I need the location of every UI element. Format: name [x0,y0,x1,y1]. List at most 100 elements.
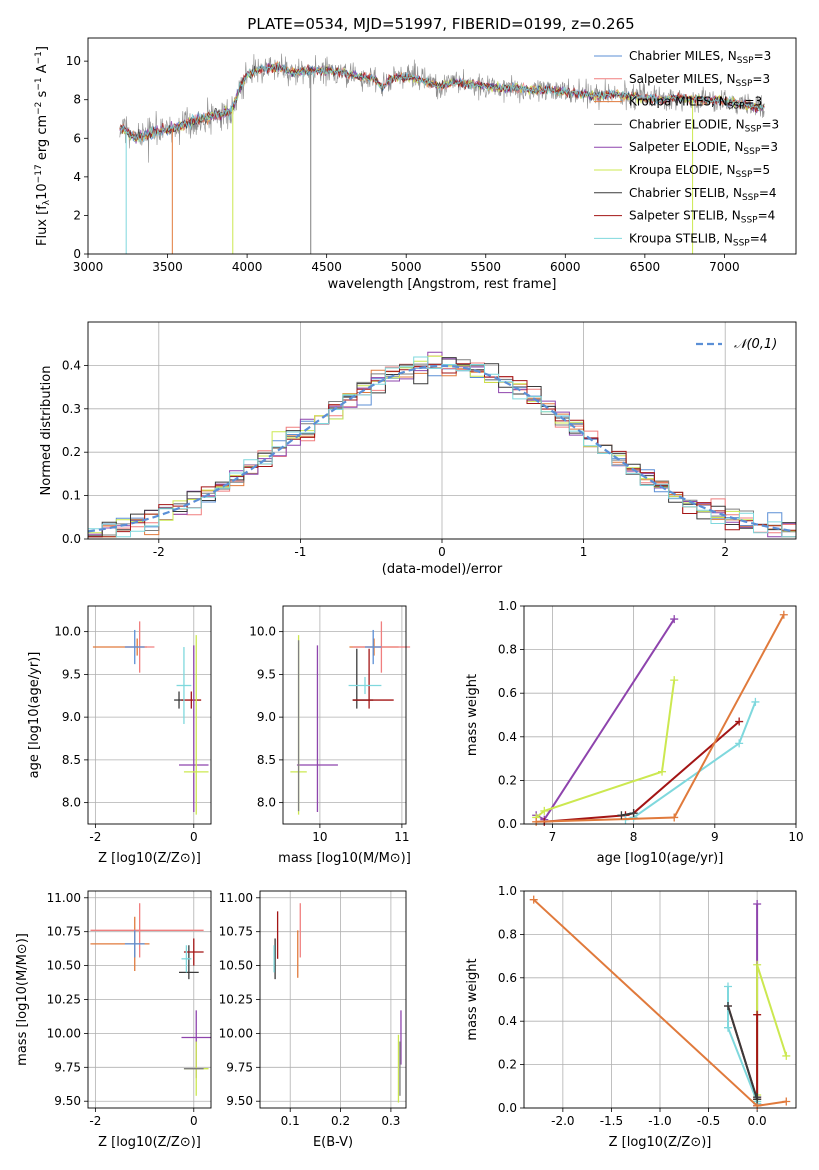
normal-curve [87,364,794,533]
y-tick-label: 6 [73,131,81,145]
weight-marker [782,1097,791,1106]
y-tick-label: 0.0 [62,532,81,546]
y-tick-label: 0.2 [498,1058,517,1072]
x-axis-label: Z [log10(Z/Z⊙)] [609,1135,712,1150]
y-tick-label: 10 [66,54,81,68]
y-tick-label: 10.0 [54,625,81,639]
x-tick-label: 9 [711,830,719,844]
x-axis-label: (data-model)/error [382,562,503,577]
weight-marker [724,1023,732,1032]
x-tick-label: 7 [549,830,557,844]
spectrum-line [119,53,765,163]
x-tick-label: 5500 [470,260,501,274]
y-tick-label: 0.8 [498,927,517,941]
y-tick-label: 0.0 [498,817,517,831]
legend-label: Kroupa MILES, NSSP=3 [629,95,762,112]
x-tick-label: -0.5 [697,1114,720,1128]
legend-label: Salpeter MILES, NSSP=3 [629,72,770,89]
weight-marker [540,806,549,815]
legend-label: 𝒩(0,1) [734,337,777,352]
y-tick-label: 9.0 [257,710,276,724]
x-tick-label: -1 [294,545,306,559]
y-tick-label: 10.75 [219,925,253,939]
y-tick-label: 8.5 [62,753,81,767]
x-tick-label: 2 [721,545,729,559]
y-tick-label: 0.2 [498,773,517,787]
y-tick-label: 0.4 [498,1014,517,1028]
x-tick-label: 10 [312,830,327,844]
x-tick-label: 0 [438,545,446,559]
y-tick-label: 0.6 [498,686,517,700]
y-axis-label: age [log10(age/yr)] [27,652,42,779]
x-tick-label: -2 [89,830,101,844]
x-axis-label: age [log10(age/yr)] [597,851,724,866]
weight-marker [658,767,667,776]
weight-marker [753,1010,762,1019]
y-axis-label: Normed distribution [39,366,54,496]
x-tick-label: -1.5 [600,1114,623,1128]
y-tick-label: 0.4 [62,358,81,372]
y-tick-label: 10.50 [47,959,81,973]
y-tick-label: 0.8 [498,643,517,657]
y-tick-label: 9.75 [226,1060,253,1074]
weight-vs-age-panel: 7 8 9 10 0.0 0.2 0.4 0.6 0.8 1.0 age [log10(age/yr… [465,599,804,866]
weight-marker [670,676,679,685]
mass-vs-ebv-panel: 0.1 0.2 0.3 9.50 9.75 10.00 10.25 10.50 10.75 11.… [219,890,407,1150]
axes-frame [523,605,797,825]
y-tick-label: 10.50 [219,959,253,973]
weight-marker [670,813,679,822]
weight-marker [782,1051,791,1060]
x-axis-label: Z [log10(Z/Z⊙)] [98,1135,201,1150]
y-tick-label: 9.5 [62,667,81,681]
y-tick-label: 0.0 [498,1101,517,1115]
figure-title: PLATE=0534, MJD=51997, FIBERID=0199, z=0… [247,15,634,33]
x-axis-label: mass [log10(M/M⊙)] [278,851,411,866]
x-tick-label: 0 [190,830,198,844]
x-tick-label: 3500 [152,260,183,274]
y-tick-label: 10.75 [47,925,81,939]
histogram-step [88,363,796,538]
x-tick-label: 0.1 [281,1114,300,1128]
y-tick-label: 0.6 [498,971,517,985]
legend-label: Kroupa ELODIE, NSSP=5 [629,163,770,180]
x-tick-label: 4000 [232,260,263,274]
y-tick-label: 10.0 [249,625,276,639]
y-tick-label: 9.50 [54,1094,81,1108]
y-tick-label: 0.1 [62,489,81,503]
weight-marker [532,817,541,826]
y-tick-label: 8.0 [257,796,276,810]
weight-marker [724,1002,732,1011]
y-tick-label: 1.0 [498,599,517,613]
weight-marker [753,1093,762,1102]
weight-marker [751,697,760,706]
y-tick-label: 0.4 [498,730,517,744]
y-tick-label: 0.2 [62,445,81,459]
y-tick-label: 11.00 [219,891,253,905]
weight-marker [724,982,732,991]
x-tick-label: 0.0 [748,1114,767,1128]
x-tick-label: -2.0 [551,1114,574,1128]
axes-frame [259,890,407,1109]
residuals-panel: -2 -1 0 1 2 0.0 0.1 0.2 0.3 0.4 (data-model)/error… [39,321,797,577]
x-tick-label: 7000 [709,260,740,274]
y-tick-label: 1.0 [498,884,517,898]
y-tick-label: 10.25 [219,993,253,1007]
age-vs-metallicity-panel: -2 0 8.0 8.5 9.0 9.5 10.0 Z [log10(Z/Z⊙)] age [l… [27,605,212,866]
weight-line [727,1005,759,1100]
spectrum-line [119,63,765,143]
histogram-step [88,357,796,538]
weight-marker [753,960,762,969]
legend-label: Chabrier STELIB, NSSP=4 [629,186,777,203]
weight-marker [629,809,638,818]
y-tick-label: 10.25 [47,993,81,1007]
y-tick-label: 8.5 [257,753,276,767]
y-tick-label: 10.00 [219,1026,253,1040]
weight-vs-metallicity-panel: -2.0 -1.5 -1.0 -0.5 0.0 0.0 0.2 0.4 0.6 0.8 1.0 Z [… [465,884,797,1150]
weight-marker [670,615,679,624]
axes-frame [87,321,797,540]
y-tick-label: 4 [73,170,81,184]
x-tick-label: 0.3 [381,1114,400,1128]
y-tick-label: 9.50 [226,1094,253,1108]
legend-label: Salpeter STELIB, NSSP=4 [629,209,775,226]
